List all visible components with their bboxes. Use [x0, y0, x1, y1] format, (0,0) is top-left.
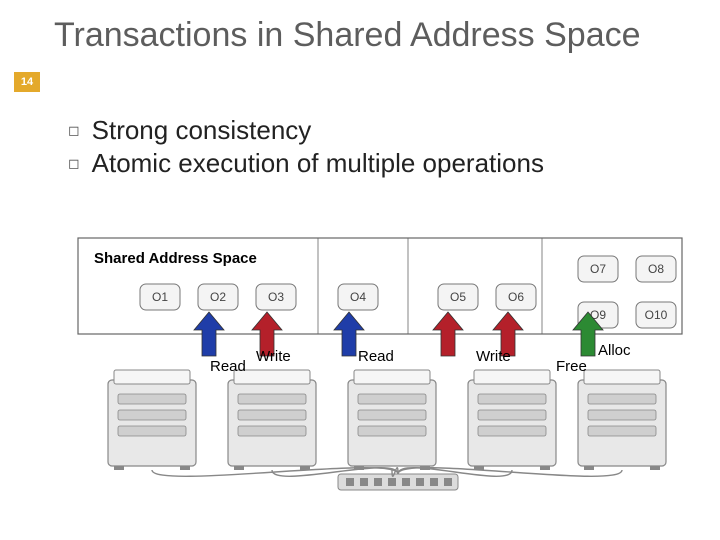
operation-label: Read [358, 348, 398, 365]
operation-label: Write [256, 348, 296, 365]
operation-label: Alloc [598, 342, 638, 359]
svg-text:O8: O8 [648, 262, 664, 276]
svg-text:O4: O4 [350, 290, 366, 304]
svg-text:O10: O10 [645, 308, 668, 322]
svg-text:O2: O2 [210, 290, 226, 304]
bullet-item: Atomic execution of multiple operations [68, 147, 668, 180]
svg-text:O1: O1 [152, 290, 168, 304]
operation-label: Free [556, 358, 596, 375]
svg-text:O3: O3 [268, 290, 284, 304]
svg-text:O6: O6 [508, 290, 524, 304]
svg-text:O7: O7 [590, 262, 606, 276]
bullet-list: Strong consistencyAtomic execution of mu… [68, 114, 668, 179]
slide-number-badge: 14 [14, 72, 40, 92]
shared-space-label: Shared Address Space [94, 250, 257, 267]
operation-label: Read [210, 358, 250, 375]
svg-text:O5: O5 [450, 290, 466, 304]
diagram-container: O1O2O3O4O5O6O7O8O9O10 Shared Address Spa… [38, 230, 686, 510]
operation-label: Write [476, 348, 516, 365]
slide-title: Transactions in Shared Address Space [54, 16, 684, 55]
bullet-item: Strong consistency [68, 114, 668, 147]
